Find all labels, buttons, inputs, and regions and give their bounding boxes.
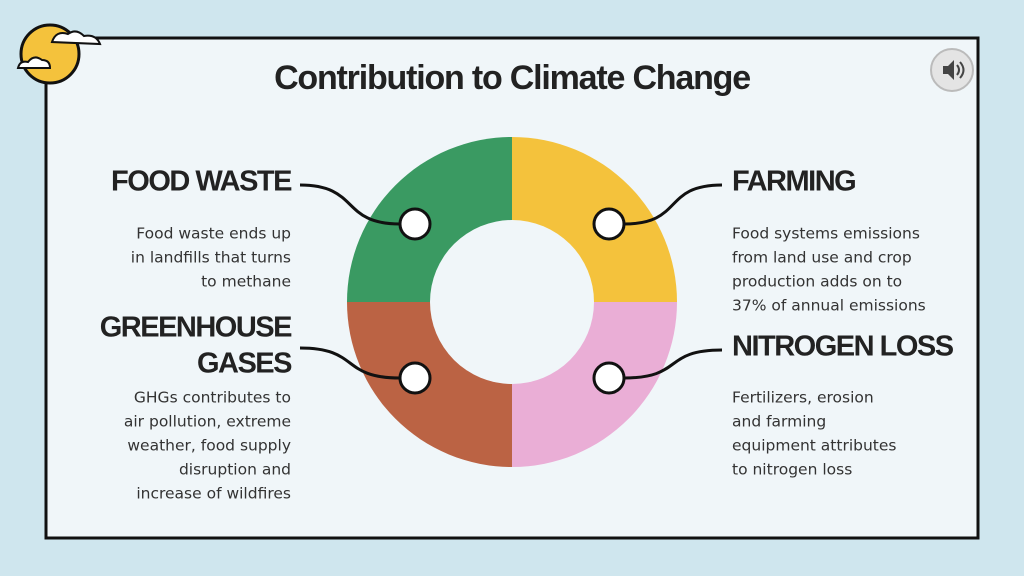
section-heading: NITROGEN LOSS: [732, 331, 954, 363]
section-text: and farming: [732, 413, 826, 431]
section-text: to methane: [201, 273, 291, 291]
section-heading: FOOD WASTE: [111, 166, 292, 198]
section-text: to nitrogen loss: [732, 461, 852, 479]
section-heading: GREENHOUSE: [100, 312, 292, 344]
sun-icon: [16, 23, 102, 85]
section-text: increase of wildfires: [136, 485, 291, 503]
section-text: weather, food supply: [127, 437, 291, 455]
donut: [347, 137, 677, 467]
section-text: air pollution, extreme: [124, 413, 291, 431]
labels: FOOD WASTE Food waste ends up in landfills…: [100, 166, 955, 503]
section-text: Food waste ends up: [136, 225, 291, 243]
section-text: GHGs contributes to: [134, 389, 291, 407]
section-text: 37% of annual emissions: [732, 297, 926, 315]
section-text: production adds on to: [732, 273, 902, 291]
section-text: equipment attributes: [732, 437, 897, 455]
section-text: from land use and crop: [732, 249, 912, 267]
audio-button[interactable]: [930, 48, 974, 92]
section-text: Food systems emissions: [732, 225, 920, 243]
section-heading: GASES: [197, 348, 292, 380]
connector-dots: [398, 207, 626, 395]
section-heading: FARMING: [732, 166, 855, 198]
title: Contribution to Climate Change: [274, 59, 750, 97]
section-text: Fertilizers, erosion: [732, 389, 874, 407]
section-text: in landfills that turns: [131, 249, 291, 267]
section-text: disruption and: [179, 461, 291, 479]
connectors: [299, 183, 723, 380]
